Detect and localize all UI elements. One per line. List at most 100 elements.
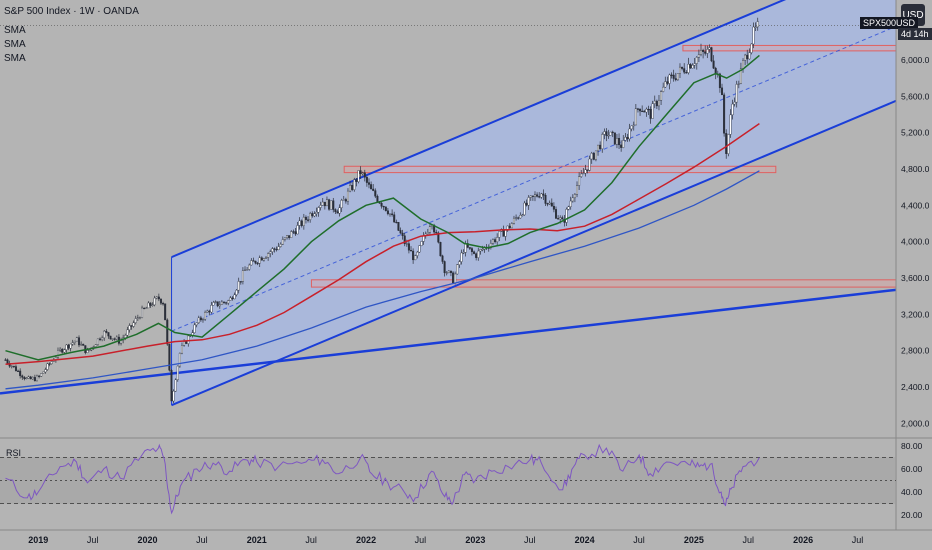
candle-body xyxy=(99,338,102,340)
candle-body xyxy=(634,108,637,126)
candle-body xyxy=(603,131,606,135)
candle-body xyxy=(552,205,555,210)
time-axis-tick: 2026 xyxy=(793,535,813,545)
candle-body xyxy=(674,78,677,81)
candle-body xyxy=(319,205,322,208)
candle-body xyxy=(397,222,400,231)
candle-body xyxy=(265,257,268,259)
candle-body xyxy=(683,68,686,73)
sma-indicator-label[interactable]: SMA xyxy=(4,53,26,64)
candle-body xyxy=(239,281,242,283)
candle-body xyxy=(559,217,562,220)
candle-body xyxy=(250,260,253,266)
candle-body xyxy=(164,303,167,321)
candle-body xyxy=(624,136,627,141)
support-resistance-zone xyxy=(682,44,896,52)
candle-body xyxy=(496,237,499,243)
candle-body xyxy=(315,212,318,214)
candle-body xyxy=(25,377,28,380)
sma-indicator-label[interactable]: SMA xyxy=(4,25,26,36)
time-axis-tick: Jul xyxy=(196,535,208,545)
price-axis-tick: 4,800.0 xyxy=(901,164,930,174)
time-axis-tick: 2024 xyxy=(575,535,595,545)
candle-body xyxy=(88,349,91,351)
candle-body xyxy=(317,207,320,213)
candle-body xyxy=(685,72,688,74)
candle-body xyxy=(712,60,715,69)
candle-body xyxy=(128,325,131,331)
candle-body xyxy=(246,269,249,271)
rsi-label[interactable]: RSI xyxy=(6,448,22,458)
candle-body xyxy=(294,231,297,235)
candle-body xyxy=(611,131,614,134)
candle-body xyxy=(256,262,259,265)
candle-body xyxy=(229,297,232,301)
candle-body xyxy=(689,63,692,69)
candle-body xyxy=(56,350,59,358)
candle-body xyxy=(410,250,413,252)
candle-body xyxy=(721,87,724,96)
candle-body xyxy=(739,68,742,84)
candle-body xyxy=(283,237,286,240)
candle-body xyxy=(279,243,282,247)
candle-body xyxy=(269,251,272,254)
candle-body xyxy=(206,310,209,313)
candle-body xyxy=(479,249,482,252)
candle-body xyxy=(515,217,518,219)
time-axis-tick: Jul xyxy=(415,535,427,545)
sma-red-line xyxy=(5,122,760,366)
candle-body xyxy=(151,304,154,306)
candle-body xyxy=(149,302,152,306)
candle-body xyxy=(363,172,366,178)
candle-body xyxy=(525,202,528,206)
candle-body xyxy=(523,202,526,216)
candle-body xyxy=(96,338,99,345)
candle-body xyxy=(548,202,551,205)
candle-body xyxy=(374,190,377,197)
candle-body xyxy=(252,260,255,262)
candle-body xyxy=(555,209,558,219)
candle-body xyxy=(435,231,438,234)
candle-body xyxy=(706,49,709,54)
candle-body xyxy=(346,190,349,202)
candle-body xyxy=(19,370,22,377)
candle-body xyxy=(384,206,387,211)
price-axis-tick: 4,000.0 xyxy=(901,237,930,247)
candle-body xyxy=(138,317,141,319)
price-axis-tick: 3,600.0 xyxy=(901,273,930,283)
candle-body xyxy=(504,230,507,237)
candle-body xyxy=(281,239,284,245)
candle-body xyxy=(401,232,404,236)
candle-body xyxy=(50,361,53,365)
candle-body xyxy=(445,272,448,274)
candle-body xyxy=(571,197,574,202)
candle-body xyxy=(290,231,293,238)
candle-body xyxy=(210,305,213,313)
sma-indicator-label[interactable]: SMA xyxy=(4,39,26,50)
channel-lower-line xyxy=(171,99,896,407)
price-axis-tick: 5,200.0 xyxy=(901,128,930,138)
candle-body xyxy=(418,245,421,253)
candle-body xyxy=(172,390,175,402)
candle-body xyxy=(599,144,602,150)
candle-body xyxy=(464,243,467,253)
candle-body xyxy=(231,297,234,300)
candle-body xyxy=(225,302,228,304)
candle-body xyxy=(14,366,17,372)
candle-body xyxy=(628,128,631,140)
candle-body xyxy=(365,177,368,183)
rsi-axis-tick: 20.00 xyxy=(901,510,923,520)
candle-body xyxy=(296,225,299,235)
candle-body xyxy=(428,226,431,233)
candle-body xyxy=(178,352,181,367)
candle-body xyxy=(298,220,301,226)
chart-title: S&P 500 Index · 1W · OANDA xyxy=(4,6,139,17)
candle-body xyxy=(731,103,734,116)
candle-body xyxy=(262,258,265,261)
candle-body xyxy=(153,297,156,306)
candle-body xyxy=(687,63,690,73)
candle-body xyxy=(491,239,494,244)
candle-body xyxy=(155,296,158,299)
candle-body xyxy=(586,169,589,171)
